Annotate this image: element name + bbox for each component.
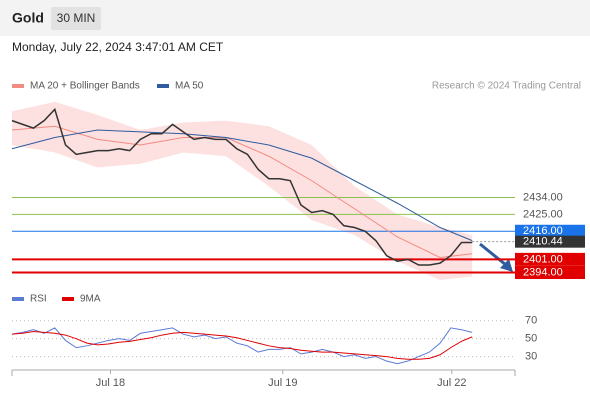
level-label: 2425.00: [523, 208, 563, 220]
ma20-line: [11, 125, 473, 259]
legend-swatch: [62, 297, 74, 301]
level-label: 2401.00: [523, 253, 563, 265]
level-label: 2434.00: [523, 191, 563, 203]
forecast-arrowhead: [500, 259, 513, 272]
legend-swatch: [12, 84, 24, 88]
y-tick-label: 30: [525, 350, 537, 362]
legend-label: RSI: [30, 294, 47, 305]
indicator-line: [11, 327, 473, 365]
legend-label: MA 50: [175, 81, 204, 92]
legend-label: MA 20 + Bollinger Bands: [30, 81, 140, 92]
x-tick-label: Jul 18: [96, 377, 125, 389]
level-tag: [515, 266, 585, 279]
forecast-arrow: [479, 242, 507, 267]
interval: 30 MIN: [57, 11, 96, 25]
y-tick-label: 50: [525, 333, 537, 345]
legend-swatch: [157, 84, 169, 88]
level-tag: [515, 224, 585, 238]
bollinger-band: [12, 101, 473, 280]
level-label: 2416.00: [523, 225, 563, 237]
indicator-line: [11, 330, 473, 360]
date: Monday, July 22, 2024 3:47:01 AM CET: [12, 40, 224, 54]
credit: Research © 2024 Trading Central: [432, 81, 581, 92]
ma50-line: [11, 129, 473, 242]
level-label: 2394.00: [523, 266, 563, 278]
interval-tag: [51, 7, 101, 30]
last-price-label: 2410.44: [523, 236, 563, 248]
title: Gold: [12, 10, 44, 26]
x-tick-label: Jul 22: [437, 377, 466, 389]
legend-swatch: [12, 297, 24, 301]
x-tick-label: Jul 19: [268, 377, 297, 389]
last-price-tag: [515, 235, 585, 248]
legend-label: 9MA: [80, 294, 101, 305]
y-tick-label: 70: [525, 315, 537, 327]
price-line: [11, 107, 473, 266]
level-tag: [515, 252, 585, 266]
